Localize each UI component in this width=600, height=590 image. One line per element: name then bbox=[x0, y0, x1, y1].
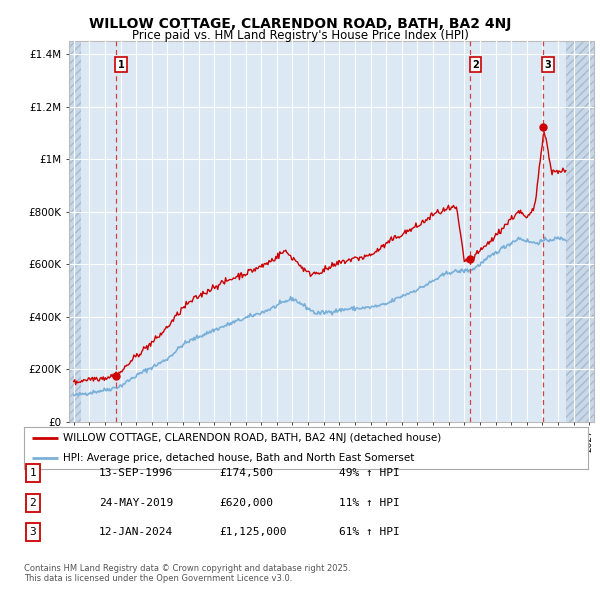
Text: 24-MAY-2019: 24-MAY-2019 bbox=[99, 498, 173, 507]
Text: £174,500: £174,500 bbox=[219, 468, 273, 478]
Text: 3: 3 bbox=[545, 60, 551, 70]
Text: 2: 2 bbox=[29, 498, 37, 507]
Bar bbox=[69, 41, 82, 422]
Text: £1,125,000: £1,125,000 bbox=[219, 527, 287, 537]
Text: 1: 1 bbox=[29, 468, 37, 478]
Text: 2: 2 bbox=[472, 60, 479, 70]
Text: 49% ↑ HPI: 49% ↑ HPI bbox=[339, 468, 400, 478]
Text: Price paid vs. HM Land Registry's House Price Index (HPI): Price paid vs. HM Land Registry's House … bbox=[131, 30, 469, 42]
Text: 61% ↑ HPI: 61% ↑ HPI bbox=[339, 527, 400, 537]
Text: WILLOW COTTAGE, CLARENDON ROAD, BATH, BA2 4NJ: WILLOW COTTAGE, CLARENDON ROAD, BATH, BA… bbox=[89, 17, 511, 31]
Bar bbox=[566, 41, 594, 422]
Bar bbox=[566, 41, 594, 422]
Text: £620,000: £620,000 bbox=[219, 498, 273, 507]
Text: WILLOW COTTAGE, CLARENDON ROAD, BATH, BA2 4NJ (detached house): WILLOW COTTAGE, CLARENDON ROAD, BATH, BA… bbox=[64, 433, 442, 443]
Text: 11% ↑ HPI: 11% ↑ HPI bbox=[339, 498, 400, 507]
Text: 13-SEP-1996: 13-SEP-1996 bbox=[99, 468, 173, 478]
Bar bbox=[69, 41, 82, 422]
Text: 3: 3 bbox=[29, 527, 37, 537]
Text: 12-JAN-2024: 12-JAN-2024 bbox=[99, 527, 173, 537]
Text: 1: 1 bbox=[118, 60, 124, 70]
Text: Contains HM Land Registry data © Crown copyright and database right 2025.
This d: Contains HM Land Registry data © Crown c… bbox=[24, 563, 350, 583]
Text: HPI: Average price, detached house, Bath and North East Somerset: HPI: Average price, detached house, Bath… bbox=[64, 453, 415, 463]
